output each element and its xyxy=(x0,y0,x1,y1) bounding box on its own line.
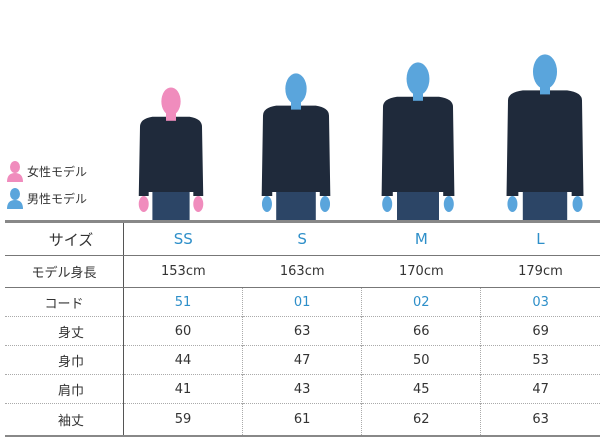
measurement-value: 45 xyxy=(361,374,482,404)
size-s: S xyxy=(242,220,362,256)
model-jeans xyxy=(152,192,190,222)
height-value: 163cm xyxy=(242,255,362,288)
measurement-row-sleeve-length: 袖丈 59 61 62 63 xyxy=(5,403,600,437)
model-neck xyxy=(291,101,301,110)
measurement-value: 69 xyxy=(480,316,600,346)
measurement-value: 43 xyxy=(242,374,363,404)
measurement-value: 62 xyxy=(361,403,482,437)
measurement-row-body-width: 身巾 44 47 50 53 xyxy=(5,345,600,375)
measurement-value: 44 xyxy=(123,345,244,375)
measurement-value: 47 xyxy=(480,374,600,404)
measurement-row-length: 身丈 60 63 66 69 xyxy=(5,316,600,346)
model-jacket xyxy=(381,96,455,196)
measurement-value: 50 xyxy=(361,345,482,375)
model-hand xyxy=(193,196,204,212)
measurement-label: 袖丈 xyxy=(5,403,124,437)
model-jacket xyxy=(138,116,204,196)
size-ss: SS xyxy=(123,220,243,256)
model-hand xyxy=(507,196,518,212)
height-value: 170cm xyxy=(361,255,481,288)
model-hand xyxy=(320,196,331,212)
legend-male: 男性モデル xyxy=(6,187,87,209)
model-jacket xyxy=(506,90,584,196)
size-row: サイズ SS S M L xyxy=(5,220,600,256)
size-table: サイズ SS S M L モデル身長 153cm 163cm 170cm 179… xyxy=(5,220,600,437)
model-hand xyxy=(443,196,454,212)
model-head xyxy=(406,62,430,96)
model-hand xyxy=(261,196,272,212)
model-hand xyxy=(138,196,149,212)
legend-female: 女性モデル xyxy=(6,160,87,182)
height-value: 179cm xyxy=(480,255,600,288)
measurement-value: 53 xyxy=(480,345,600,375)
female-silhouette-icon xyxy=(7,161,23,182)
measurement-value: 63 xyxy=(242,316,363,346)
size-m: M xyxy=(361,220,481,256)
code-value: 03 xyxy=(532,294,549,310)
model-jeans xyxy=(276,192,316,222)
model-head xyxy=(532,54,558,90)
measurement-label: 肩巾 xyxy=(5,374,124,404)
legend-label: 女性モデル xyxy=(27,164,88,179)
measurement-value: 60 xyxy=(123,316,244,346)
model-jeans xyxy=(397,192,439,222)
measurement-label: 身巾 xyxy=(5,345,124,375)
male-silhouette-icon xyxy=(7,188,23,209)
measurement-value: 41 xyxy=(123,374,244,404)
code-label: コード xyxy=(5,287,124,317)
model-photos xyxy=(138,54,584,222)
model-jeans xyxy=(522,192,568,222)
code-value: 01 xyxy=(242,287,363,317)
model-neck xyxy=(540,86,550,95)
model-jacket xyxy=(261,105,331,196)
measurement-value: 47 xyxy=(242,345,363,375)
measurement-value: 59 xyxy=(123,403,244,437)
model-hand xyxy=(382,196,393,212)
measurement-value: 63 xyxy=(480,403,600,437)
measurement-row-shoulder-width: 肩巾 41 43 45 47 xyxy=(5,374,600,404)
model-hand xyxy=(572,196,583,212)
model-height-label: モデル身長 xyxy=(5,255,124,288)
height-value: 153cm xyxy=(123,255,243,288)
size-label: サイズ xyxy=(5,220,124,256)
model-height-row: モデル身長 153cm 163cm 170cm 179cm xyxy=(5,255,600,288)
code-value: 02 xyxy=(361,287,482,317)
model-head xyxy=(285,73,307,105)
model-neck xyxy=(413,92,423,101)
measurement-value: 66 xyxy=(361,316,482,346)
legend-label: 男性モデル xyxy=(27,191,88,206)
size-l: L xyxy=(480,220,600,256)
code-row: コード 51 01 02 03 xyxy=(5,287,600,317)
model-head xyxy=(161,87,181,116)
measurement-value: 61 xyxy=(242,403,363,437)
code-value: 51 xyxy=(123,287,244,317)
measurement-label: 身丈 xyxy=(5,316,124,346)
model-neck xyxy=(166,112,176,121)
